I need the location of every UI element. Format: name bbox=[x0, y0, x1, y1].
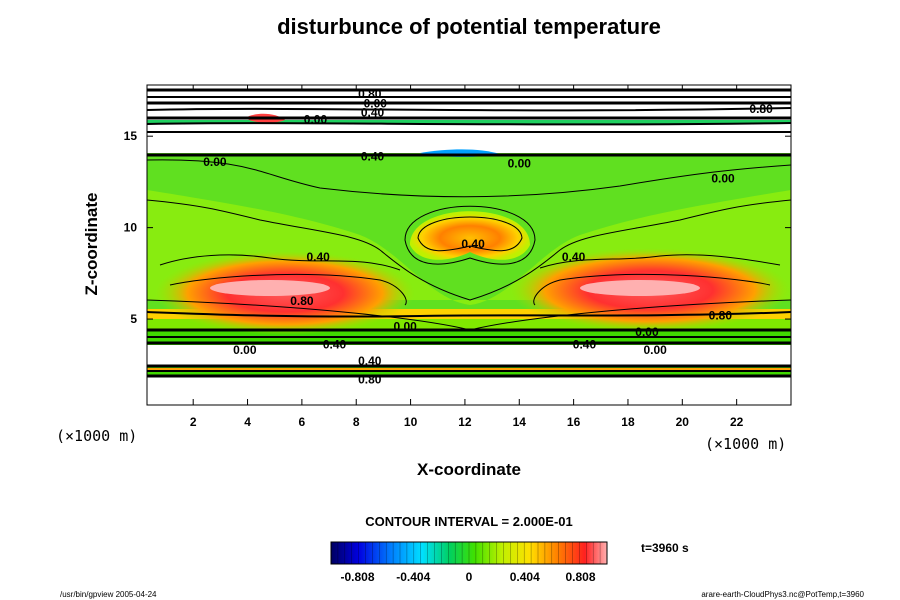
contour-label: 0.00 bbox=[643, 343, 667, 357]
temperature-field bbox=[147, 85, 791, 405]
plot-frame bbox=[146, 84, 792, 406]
contour-label: 0.40 bbox=[358, 354, 382, 368]
contour-line bbox=[147, 122, 791, 126]
contour-label: 0.00 bbox=[364, 96, 388, 110]
contour-line bbox=[169, 273, 771, 306]
contour-label: 0.40 bbox=[573, 338, 597, 352]
contour-label: 0.00 bbox=[635, 325, 659, 339]
contour-line bbox=[417, 216, 523, 252]
contour-label: 0.40 bbox=[461, 237, 485, 251]
y-tick-label: 5 bbox=[130, 312, 137, 326]
contour-label: 0.80 bbox=[749, 102, 773, 116]
x-axis-unit-label: (×1000 m) bbox=[56, 427, 138, 445]
colorbar-tick-label: 0.404 bbox=[510, 570, 540, 584]
field-central-dome bbox=[410, 211, 530, 260]
field-hot-core-left bbox=[210, 280, 330, 296]
x-tick-label: 8 bbox=[353, 415, 360, 429]
contour-label: 0.00 bbox=[203, 155, 227, 169]
x-axis-unit-label: (×1000 m) bbox=[705, 435, 787, 453]
contour-label: 0.40 bbox=[323, 338, 347, 352]
contour-line bbox=[159, 254, 781, 271]
x-tick-label: 12 bbox=[458, 415, 472, 429]
contour-line bbox=[147, 159, 791, 198]
x-tick-label: 18 bbox=[621, 415, 635, 429]
field-hot-core-right bbox=[580, 280, 700, 296]
x-axis-label: X-coordinate bbox=[417, 460, 521, 479]
colorbar-tick-label: 0.808 bbox=[565, 570, 595, 584]
contour-interval-label: CONTOUR INTERVAL = 2.000E-01 bbox=[365, 514, 573, 529]
footer-command: /usr/bin/gpview 2005-04-24 bbox=[60, 590, 157, 599]
colorbar-tick-label: -0.808 bbox=[340, 570, 374, 584]
x-tick-label: 20 bbox=[676, 415, 690, 429]
field-upper-band bbox=[147, 120, 791, 124]
contour-label: 0.00 bbox=[233, 343, 257, 357]
contour-label: 0.00 bbox=[508, 157, 532, 171]
contour-label: 0.00 bbox=[711, 171, 735, 185]
colorbar-tick-label: -0.404 bbox=[396, 570, 430, 584]
y-tick-label: 15 bbox=[124, 129, 138, 143]
x-tick-label: 10 bbox=[404, 415, 418, 429]
contour-label-layer: 0.800.000.400.000.800.00 0.400.000.000.40… bbox=[203, 87, 773, 386]
contour-label: 0.80 bbox=[358, 87, 382, 101]
contour-label: 0.40 bbox=[307, 250, 331, 264]
footer-source: arare-earth-CloudPhys3.nc@PotTemp,t=3960 bbox=[701, 590, 864, 599]
axes-layer: 2 4 6 8 10 12 14 16 18 20 22 5 10 15 bbox=[124, 85, 791, 429]
x-tick-label: 6 bbox=[299, 415, 306, 429]
contour-label: 0.80 bbox=[358, 372, 382, 386]
colorbar-tick-label: 0 bbox=[466, 570, 473, 584]
chart-title: disturbunce of potential temperature bbox=[277, 14, 661, 39]
contour-label: 0.80 bbox=[709, 308, 733, 322]
contour-label: 0.00 bbox=[393, 319, 417, 333]
time-label: t=3960 s bbox=[641, 541, 689, 555]
x-tick-label: 14 bbox=[513, 415, 527, 429]
x-tick-label: 4 bbox=[244, 415, 251, 429]
contour-label: 0.40 bbox=[361, 105, 385, 119]
field-lower-band-1 bbox=[147, 309, 791, 319]
contour-label: 0.40 bbox=[361, 149, 385, 163]
contour-label: 0.40 bbox=[562, 250, 586, 264]
contour-line bbox=[147, 335, 791, 339]
x-tick-label: 22 bbox=[730, 415, 744, 429]
colorbar-layer: -0.808 -0.404 0 0.404 0.808 bbox=[337, 542, 601, 584]
contour-label: 0.80 bbox=[290, 294, 314, 308]
contour-label: 0.00 bbox=[304, 113, 328, 127]
x-tick-label: 2 bbox=[190, 415, 197, 429]
contour-line bbox=[147, 311, 791, 318]
contour-lines bbox=[147, 88, 791, 378]
contour-line bbox=[147, 199, 791, 301]
contour-line bbox=[404, 205, 536, 265]
field-ground-band-warm bbox=[147, 368, 791, 371]
y-tick-label: 10 bbox=[124, 221, 138, 235]
contour-line bbox=[147, 107, 791, 112]
x-tick-label: 16 bbox=[567, 415, 581, 429]
